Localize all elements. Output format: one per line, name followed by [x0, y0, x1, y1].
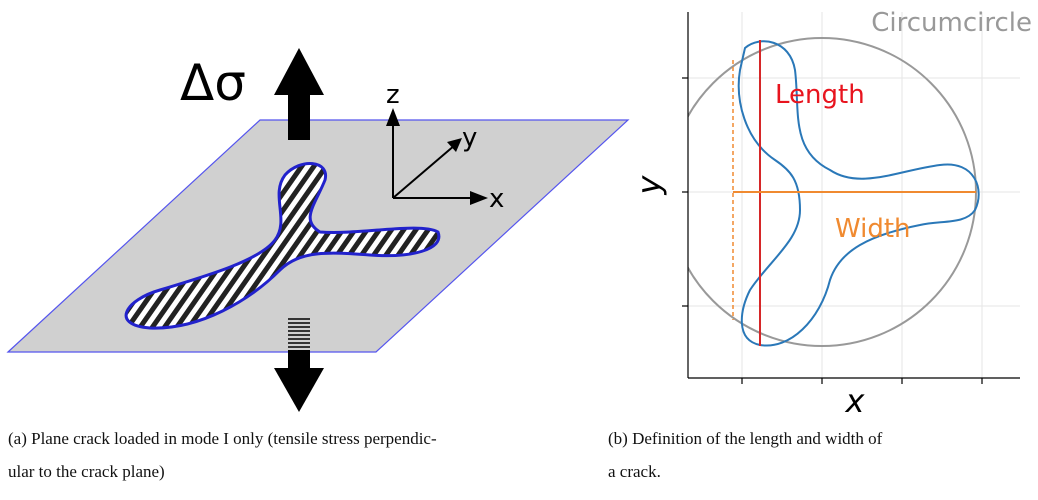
figure: Δσ z y x Circumcircle Length Width	[6, 8, 1032, 420]
axis-y: y	[462, 123, 477, 153]
up-arrow	[274, 48, 324, 140]
caption-b: (b) Definition of the length and width o…	[608, 422, 1038, 488]
coordinate-axes	[386, 108, 488, 205]
caption-line: (b) Definition of the length and width o…	[608, 429, 883, 448]
width-label: Width	[835, 214, 911, 244]
caption-line: (a) Plane crack loaded in mode I only (t…	[8, 429, 437, 448]
crack	[124, 162, 441, 330]
grid	[688, 12, 1020, 378]
length-label: Length	[775, 80, 865, 110]
circumcircle-label: Circumcircle	[871, 8, 1032, 38]
stress-label: Δσ	[180, 54, 246, 112]
caption-line: ular to the crack plane)	[8, 462, 165, 481]
x-axis-label: x	[845, 382, 866, 420]
y-axis-label: y	[630, 174, 668, 195]
crack-outline	[737, 40, 980, 347]
axes	[682, 12, 1020, 384]
caption-line: a crack.	[608, 462, 661, 481]
axis-z: z	[386, 80, 400, 110]
axis-x: x	[489, 184, 504, 214]
caption-a: (a) Plane crack loaded in mode I only (t…	[8, 422, 608, 488]
panel-b: Circumcircle Length Width y x	[630, 8, 1032, 420]
panel-a: Δσ z y x	[6, 48, 630, 412]
down-arrow	[274, 318, 324, 412]
